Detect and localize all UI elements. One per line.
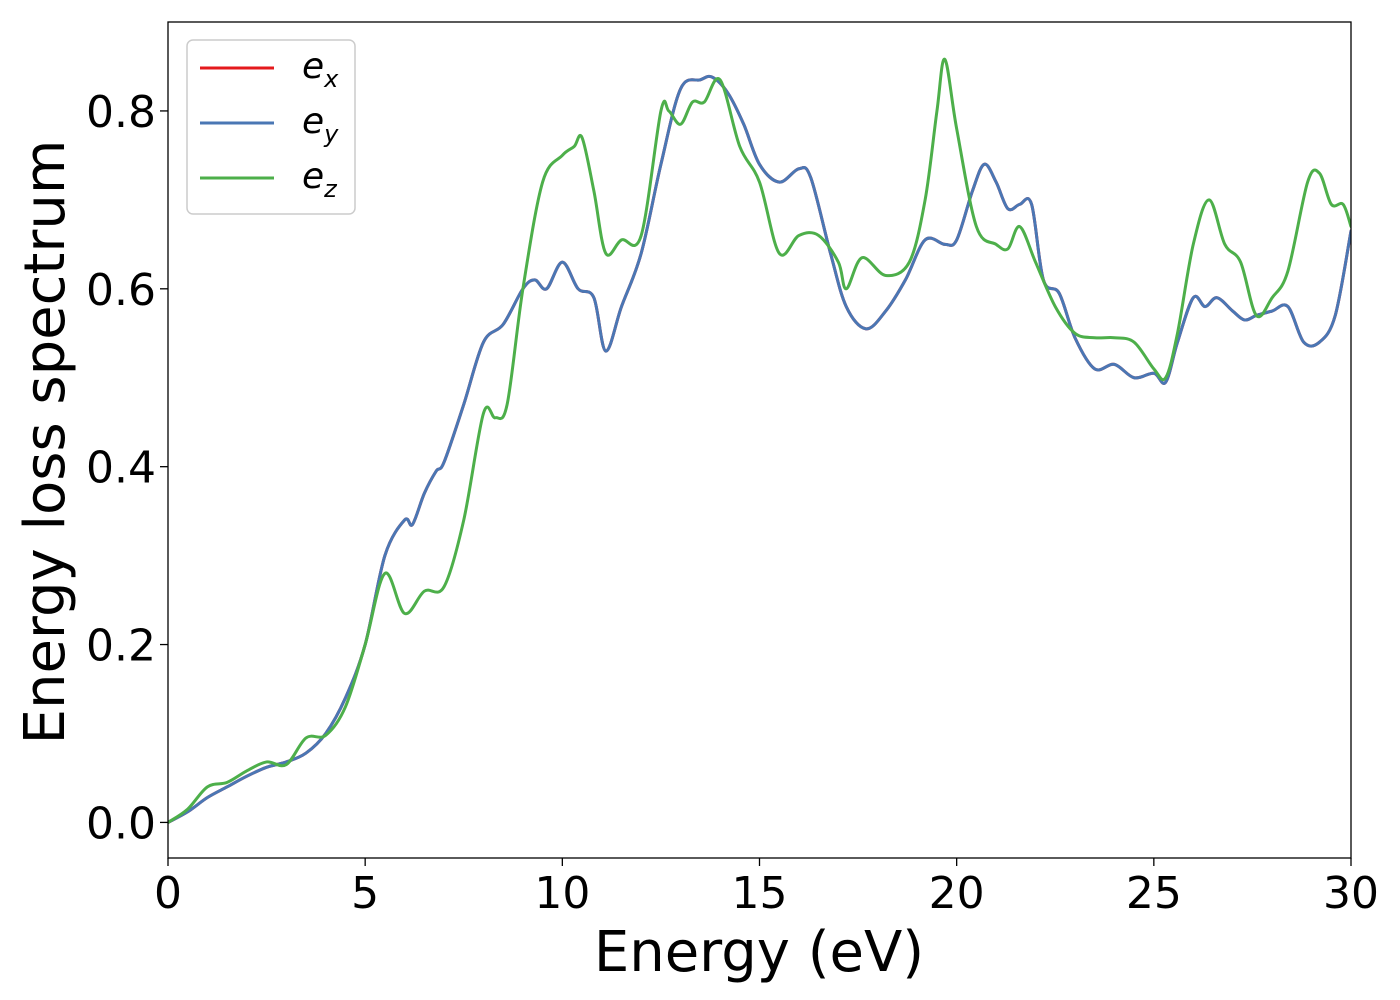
x-tick-label: 30 <box>1323 868 1379 919</box>
x-tick-label: 20 <box>929 868 985 919</box>
series-layer <box>168 57 1351 824</box>
x-tick-label: 0 <box>154 868 182 919</box>
y-axis-title: Energy loss spectrum <box>13 140 78 745</box>
x-tick-label: 25 <box>1126 868 1182 919</box>
y-tick-label: 0.2 <box>86 621 156 672</box>
legend-label-y: ey <box>302 101 339 148</box>
x-tick-label: 15 <box>732 868 788 919</box>
legend-box <box>186 39 356 215</box>
y-tick-label: 0.0 <box>86 798 156 849</box>
y-tick-label: 0.8 <box>86 87 156 138</box>
y-axis: 0.0 0.2 0.4 0.6 0.8 <box>86 87 168 849</box>
x-axis: 0 5 10 15 20 25 30 <box>154 858 1379 919</box>
legend-label-z: ez <box>302 156 338 203</box>
series-line-y <box>168 74 1351 824</box>
legend-label-x: ex <box>302 46 339 93</box>
plot-area <box>167 21 1352 859</box>
legend: ex ey ez <box>186 39 356 215</box>
x-axis-title: Energy (eV) <box>594 920 924 985</box>
y-tick-label: 0.6 <box>86 265 156 316</box>
series-line-z <box>168 57 1351 824</box>
x-tick-label: 5 <box>351 868 379 919</box>
x-tick-label: 10 <box>534 868 590 919</box>
y-tick-label: 0.4 <box>86 443 156 494</box>
